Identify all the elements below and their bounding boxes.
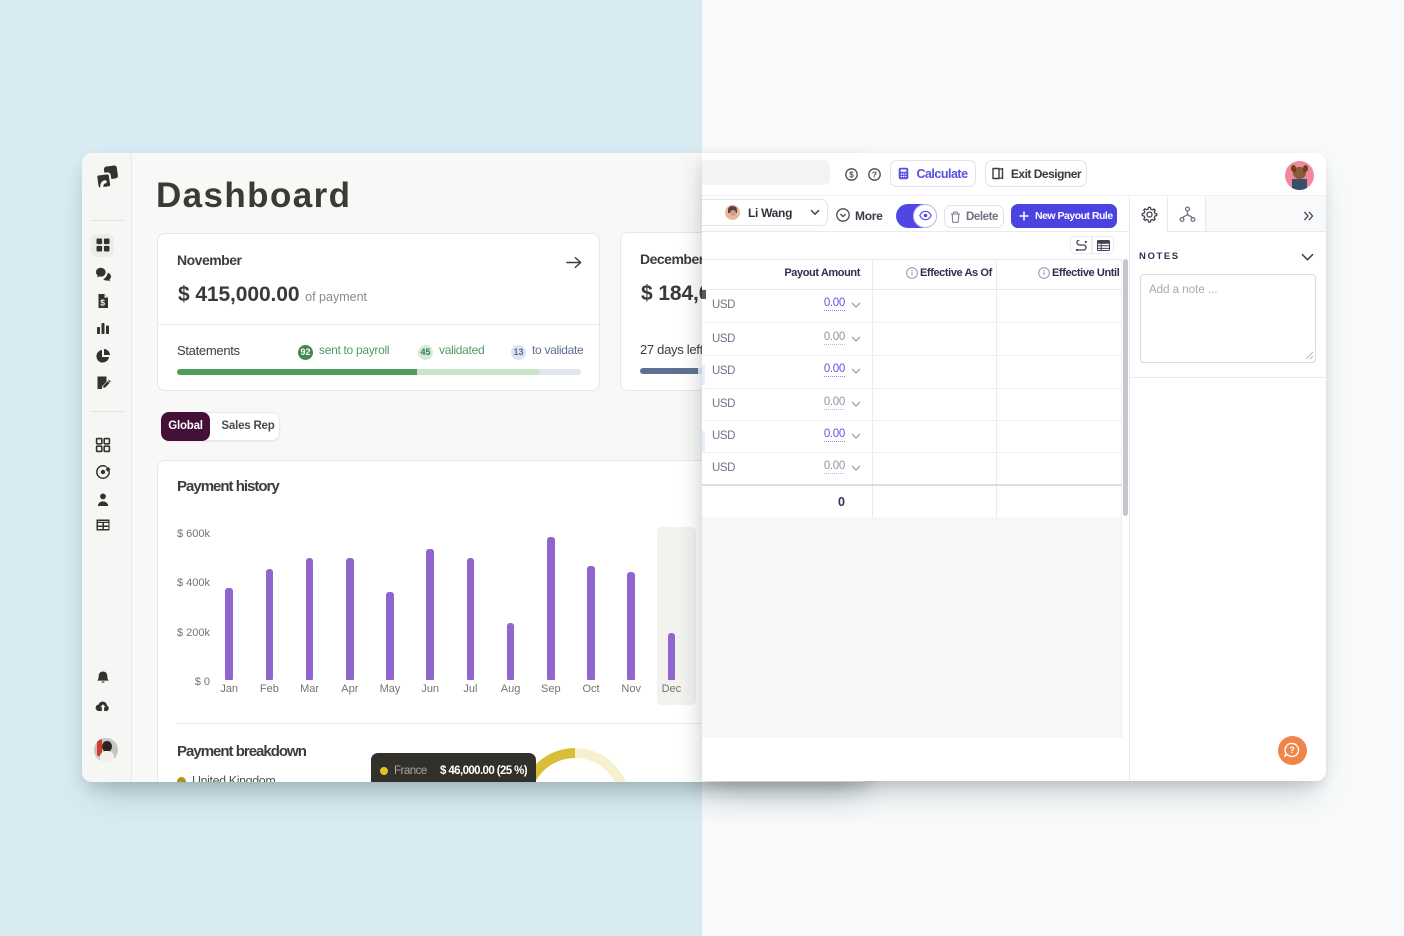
svg-text:$: $ <box>100 297 105 307</box>
svg-text:?: ? <box>1289 745 1295 755</box>
svg-text:$: $ <box>849 170 854 179</box>
svg-text:?: ? <box>872 169 877 179</box>
